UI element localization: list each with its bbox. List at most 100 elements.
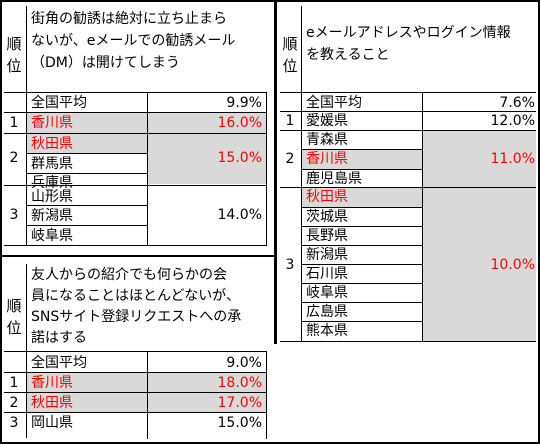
table-right-line <box>266 92 267 246</box>
highlight-cell <box>302 150 422 169</box>
avg-label: 全国平均 <box>306 95 362 111</box>
row-line <box>27 153 147 154</box>
highlight-row <box>27 373 266 392</box>
row-line <box>4 412 266 413</box>
value-col-line <box>147 92 148 246</box>
row-line <box>280 111 536 112</box>
rank-value: 14.0% <box>217 207 262 223</box>
avg-value: 9.0% <box>226 355 262 371</box>
prefecture-name: 香川県 <box>31 115 73 131</box>
highlight-row <box>27 113 266 133</box>
rank-number: 2 <box>285 151 295 167</box>
rank-number: 3 <box>285 257 295 273</box>
prefecture-name: 秋田県 <box>31 136 73 152</box>
prefecture-name: 広島県 <box>306 304 348 320</box>
highlight-cell <box>423 188 536 341</box>
rank-col-line <box>26 6 27 246</box>
value-col-line <box>147 351 148 439</box>
rank-header-top: 順 <box>6 297 22 315</box>
column-divider <box>274 0 277 344</box>
prefecture-name: 熊本県 <box>306 323 348 339</box>
rank-value: 17.0% <box>217 395 262 411</box>
row-line <box>27 205 147 206</box>
rank-number: 3 <box>9 207 19 223</box>
rank-number: 2 <box>9 150 19 166</box>
rank-value: 16.0% <box>217 115 262 131</box>
avg-value: 9.9% <box>226 95 262 111</box>
rank-header-top: 順 <box>6 35 22 53</box>
row-line <box>27 173 147 174</box>
prefecture-name: 秋田県 <box>306 189 348 205</box>
prefecture-name: 群馬県 <box>31 156 73 172</box>
row-line <box>4 133 266 134</box>
prefecture-name: 愛媛県 <box>306 113 348 129</box>
rank-number: 1 <box>285 113 295 129</box>
rank-value: 18.0% <box>217 375 262 391</box>
rank-number: 3 <box>9 415 19 431</box>
section-divider <box>0 255 276 257</box>
prefecture-name: 岡山県 <box>31 415 73 431</box>
rank-value: 12.0% <box>490 113 535 129</box>
rank-col-line <box>301 6 302 342</box>
avg-label: 全国平均 <box>31 355 87 371</box>
row-line <box>302 207 422 208</box>
table-title-line: （DM）は開けてしまう <box>31 55 180 71</box>
rank-value: 10.0% <box>490 257 535 273</box>
row-line <box>4 372 266 373</box>
table-right-line <box>266 351 267 439</box>
prefecture-name: 青森県 <box>306 132 348 148</box>
rank-number: 2 <box>9 395 19 411</box>
row-line <box>302 283 422 284</box>
row-line <box>280 187 536 188</box>
highlight-row <box>27 393 266 412</box>
table-title-line: eメールアドレスやログイン情報 <box>306 25 511 41</box>
table-title-line: 友人からの紹介でも何らかの会 <box>31 267 227 283</box>
highlight-cell <box>148 134 266 184</box>
prefecture-name: 香川県 <box>31 375 73 391</box>
row-line <box>302 302 422 303</box>
row-line <box>302 149 422 150</box>
prefecture-name: 岐阜県 <box>306 285 348 301</box>
table-title-line: ないが、eメールでの勧誘メール <box>31 33 236 49</box>
prefecture-name: 秋田県 <box>31 395 73 411</box>
table-title-line: 街角の勧誘は絶対に立ち止まら <box>31 11 227 27</box>
rank-value: 15.0% <box>217 415 262 431</box>
prefecture-name: 長野県 <box>306 228 348 244</box>
rank-number: 1 <box>9 115 19 131</box>
rank-value: 15.0% <box>217 150 262 166</box>
row-line <box>302 321 422 322</box>
prefecture-name: 鹿児島県 <box>306 171 362 187</box>
avg-label: 全国平均 <box>31 95 87 111</box>
table-title-line: 諾はする <box>31 330 87 346</box>
row-line <box>27 225 147 226</box>
highlight-cell <box>302 188 422 207</box>
rank-header-bottom: 位 <box>6 57 22 75</box>
prefecture-name: 山形県 <box>31 189 73 205</box>
avg-value: 7.6% <box>499 95 535 111</box>
table-title-line: 員になることはほとんどないが、 <box>31 288 241 304</box>
row-line <box>4 245 266 246</box>
prefecture-name: 兵庫県 <box>31 175 73 191</box>
rank-header-bottom: 位 <box>6 319 22 337</box>
highlight-cell <box>27 134 147 153</box>
prefecture-name: 新潟県 <box>306 247 348 263</box>
row-line <box>302 245 422 246</box>
row-line <box>4 112 266 113</box>
rank-number: 1 <box>9 375 19 391</box>
row-line <box>302 264 422 265</box>
prefecture-name: 岐阜県 <box>31 228 73 244</box>
prefecture-name: 石川県 <box>306 266 348 282</box>
row-line <box>4 351 266 352</box>
rank-header-top: 順 <box>282 35 298 53</box>
prefecture-name: 新潟県 <box>31 208 73 224</box>
highlight-cell <box>423 131 536 187</box>
row-line <box>302 169 422 170</box>
row-line <box>302 226 422 227</box>
row-line <box>280 130 536 131</box>
row-line <box>4 185 266 186</box>
row-line <box>4 392 266 393</box>
prefecture-name: 茨城県 <box>306 209 348 225</box>
row-line <box>280 92 536 93</box>
table-title-line: SNSサイト登録リクエストへの承 <box>31 309 242 325</box>
